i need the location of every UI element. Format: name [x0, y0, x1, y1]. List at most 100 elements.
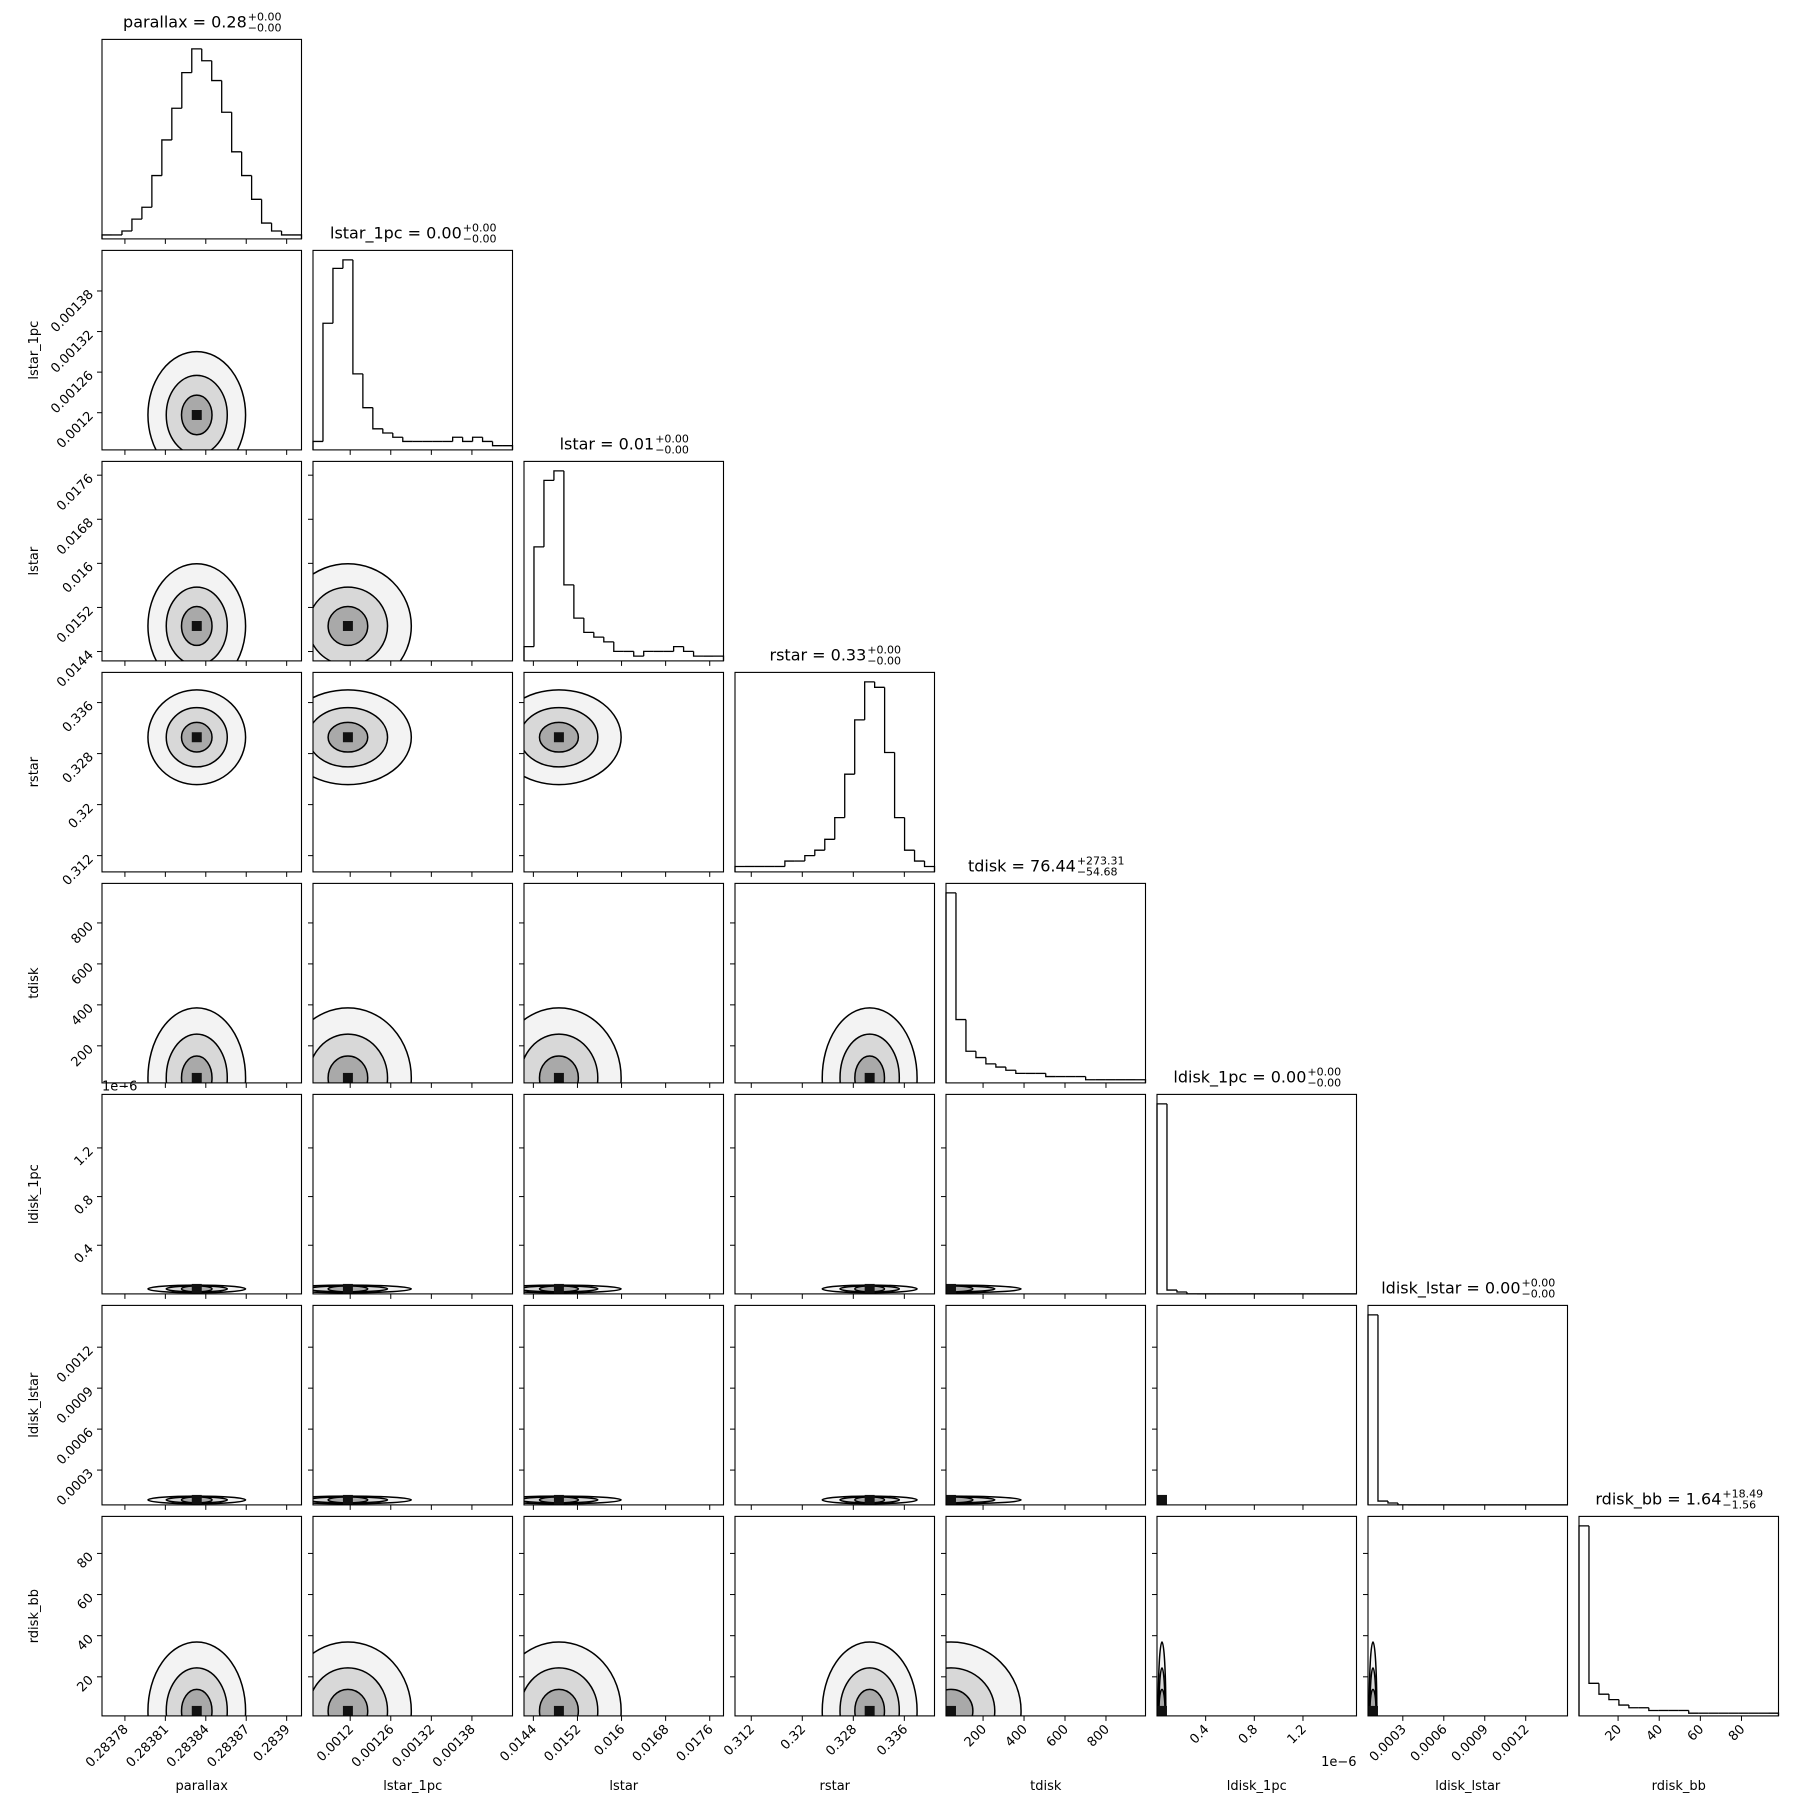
x-tick-label: 0.336 [874, 1722, 911, 1759]
histogram-bin [201, 48, 212, 62]
x-tick-label: 0.28384 [164, 1722, 213, 1771]
histogram-bin [280, 230, 292, 236]
y-tick-label: 20 [75, 1673, 97, 1695]
histogram-bin [181, 72, 192, 109]
histogram-bin [1367, 1314, 1378, 1505]
density [821, 1641, 918, 1716]
histogram-bin [633, 651, 644, 657]
panel-frame [101, 882, 303, 1084]
x-tick-label: 200 [962, 1722, 990, 1750]
density [946, 1494, 1022, 1505]
x-tick-label: 0.328 [823, 1722, 860, 1759]
histogram-bin [221, 80, 232, 113]
y-tick-label: 200 [69, 1042, 97, 1070]
x-tick-label: 0.28381 [124, 1722, 173, 1771]
histogram-bin [672, 646, 684, 652]
histogram-bin [250, 175, 262, 200]
density [147, 1641, 247, 1716]
title-lower: −0.00 [248, 21, 282, 34]
panel: 0.312 0.32 0.328 0.336 [60, 671, 303, 889]
density [1157, 1494, 1167, 1505]
panel [730, 882, 936, 1088]
histogram-bin [312, 440, 323, 450]
panel: 200 400 600 800 [69, 882, 303, 1088]
panel-title: ldisk_1pc = 0.00 [1173, 1067, 1306, 1087]
histogram-bin [903, 817, 915, 851]
x-tick-label: 0.0152 [542, 1722, 585, 1765]
x-tick-label: 20 [1603, 1722, 1625, 1744]
histogram-bin [151, 174, 162, 208]
histogram-bin [864, 681, 875, 720]
density [821, 1494, 918, 1505]
panel-title: ldisk_lstar = 0.00 [1381, 1278, 1520, 1298]
histogram-bin [1176, 1290, 1187, 1293]
title-lower: −1.56 [1722, 1498, 1756, 1511]
density-peak [553, 1705, 564, 1716]
histogram-bin [1156, 1103, 1167, 1294]
density-peak [191, 1283, 202, 1294]
density-peak [946, 1494, 956, 1505]
panel [308, 1093, 514, 1299]
histogram-bin [1608, 1694, 1619, 1701]
x-tick-label: 0.00126 [349, 1722, 398, 1771]
panel-frame [523, 1304, 725, 1506]
panel-frame [101, 249, 303, 451]
contour [854, 1688, 886, 1716]
density-peak [946, 1705, 956, 1716]
x-axis-label: lstar_1pc [383, 1779, 442, 1794]
y-tick-label: 400 [69, 1001, 97, 1029]
density-peak [864, 1283, 875, 1294]
panel [941, 1304, 1147, 1510]
contour [327, 1688, 369, 1716]
histogram-bin [101, 234, 112, 239]
histogram-bin [682, 646, 694, 653]
density [821, 1007, 918, 1083]
histogram-bin [402, 437, 413, 443]
x-tick-label: 0.00138 [430, 1722, 479, 1771]
panel-frame [101, 460, 303, 662]
title-upper: +0.00 [1522, 1276, 1556, 1289]
panel-frame [1367, 1304, 1569, 1506]
histogram-bin [291, 234, 303, 239]
panel [730, 1304, 936, 1510]
contour [538, 1688, 580, 1716]
y-axis-label: lstar [27, 546, 42, 575]
histogram-bin [1578, 1525, 1589, 1716]
x-tick-label: 0.0009 [1449, 1722, 1492, 1765]
histogram-bin [481, 437, 493, 443]
y-axis-label: tdisk [27, 967, 42, 999]
density-peak [342, 621, 353, 631]
density-peak [1157, 1705, 1167, 1716]
y-axis-label: rdisk_bb [27, 1589, 42, 1643]
y-tick-label: 0.312 [60, 852, 97, 889]
x-axis-label: rdisk_bb [1652, 1779, 1706, 1794]
panel-frame [945, 1515, 1147, 1717]
title-upper: +0.00 [248, 10, 282, 23]
histogram-bin [573, 584, 584, 619]
panel [941, 1093, 1147, 1299]
histogram-bin [352, 259, 363, 375]
histogram-bin [392, 433, 403, 438]
panel [308, 460, 514, 666]
panel [308, 1304, 514, 1510]
histogram-bin [923, 861, 936, 872]
histogram-bin [965, 1019, 976, 1052]
histogram-bin [824, 838, 835, 851]
x-tick-label: 0.28378 [83, 1722, 132, 1771]
density [147, 689, 247, 786]
histogram-bin [131, 218, 142, 231]
density [147, 350, 247, 450]
title-upper: +0.00 [655, 432, 689, 445]
panel-frame [945, 1304, 1147, 1506]
panel: lstar = 0.01 +0.00−0.00 [523, 432, 725, 666]
title-upper: +0.00 [463, 221, 497, 234]
panel-frame [1156, 1093, 1358, 1295]
y-tick-label: 80 [75, 1550, 97, 1572]
x-tick-label: 800 [1085, 1722, 1113, 1750]
panel: ldisk_1pc = 0.00 +0.00−0.00 [1156, 1065, 1358, 1299]
x-tick-label: 0.0144 [497, 1722, 540, 1765]
histogram-bin [1166, 1103, 1177, 1291]
